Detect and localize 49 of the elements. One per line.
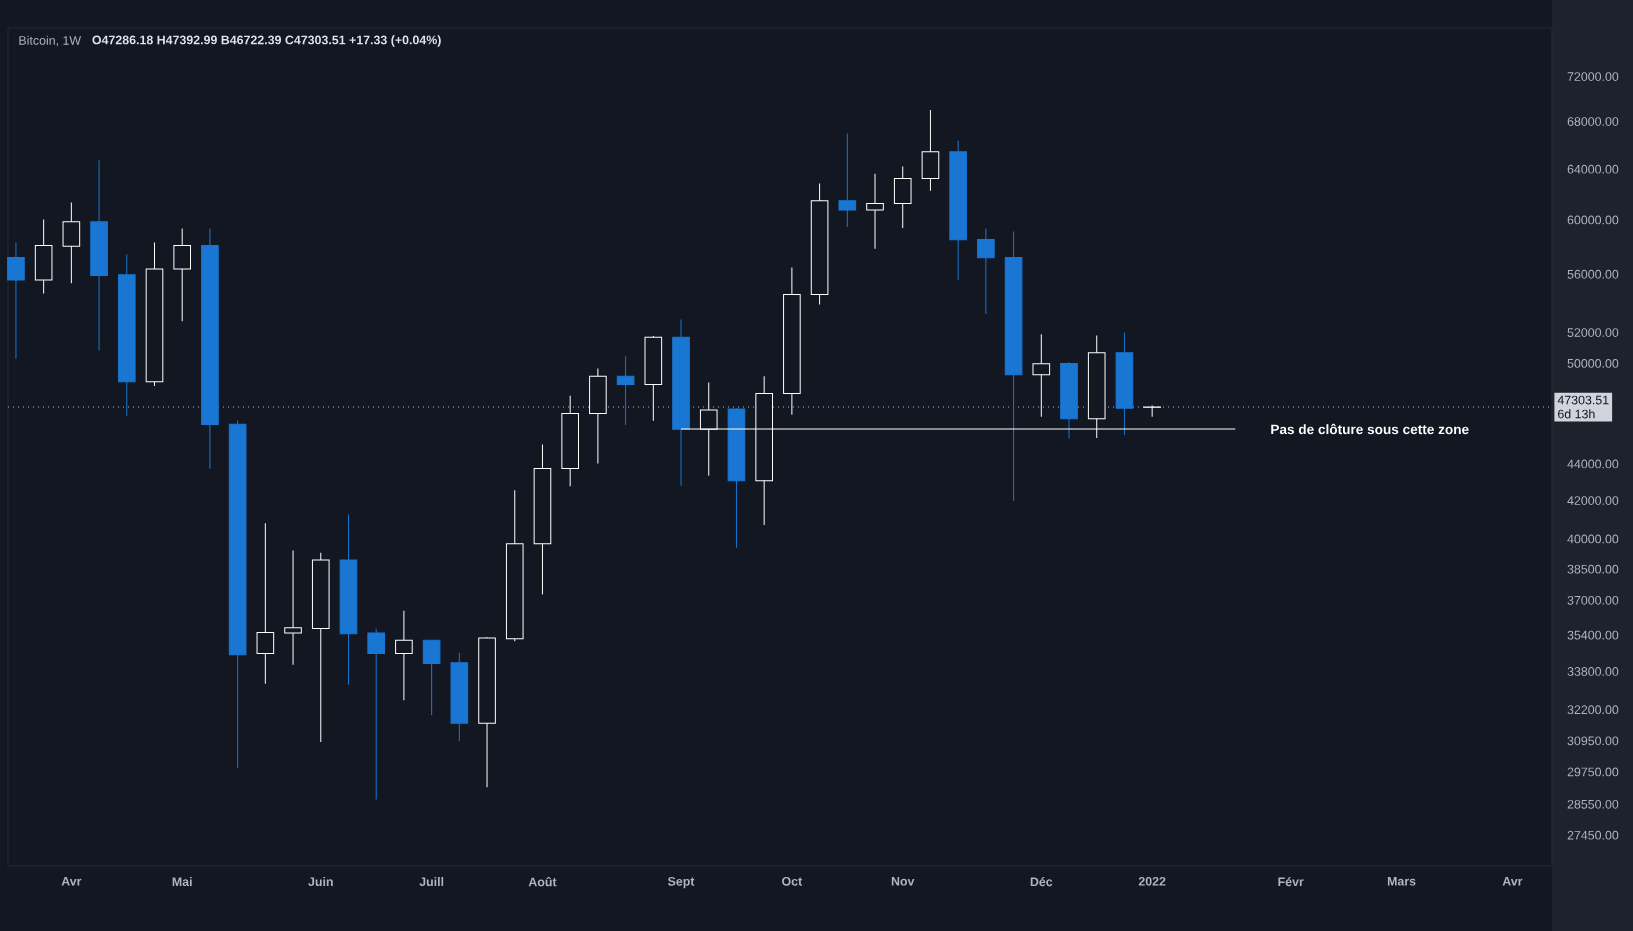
candlestick (284, 550, 302, 666)
y-tick-label: 60000.00 (1567, 215, 1619, 225)
x-tick-label: Mars (1387, 876, 1416, 886)
y-tick-label: 37000.00 (1567, 595, 1619, 605)
x-tick-label: Mai (172, 876, 192, 887)
candlestick (1032, 333, 1051, 418)
y-tick-label: 50000.00 (1567, 359, 1619, 368)
candlestick (173, 228, 192, 322)
x-tick-label: Sept (667, 876, 695, 889)
candlestick (395, 610, 413, 701)
text: O47286.18 H47392.99 B46722.39 C47303.51 +17.33 (+0.04%) (92, 35, 441, 47)
y-tick-label: 64000.00 (1567, 164, 1619, 174)
annotation: Pas de clôture sous cette zone (1271, 423, 1469, 435)
y-tick-label: 29750.00 (1567, 767, 1619, 777)
candlestick (977, 227, 995, 315)
x-tick-label: Avr (1502, 876, 1523, 886)
text: 6d 13h (1558, 409, 1595, 419)
x-tick-label: Nov (891, 876, 915, 886)
candlestick (422, 639, 441, 716)
y-tick-label: 44000.00 (1567, 459, 1619, 469)
x-tick-label: Déc (1030, 876, 1053, 887)
y-tick-label: 56000.00 (1567, 269, 1619, 279)
x-tick-label: Févr (1278, 876, 1304, 887)
candlestick (256, 522, 275, 685)
candlestick (838, 132, 857, 228)
ref-line-label: 47303.51 (1557, 395, 1609, 405)
y-tick-label: 38500.00 (1567, 564, 1619, 574)
x-tick-label: Août (528, 876, 557, 887)
y-tick-label: 27450.00 (1567, 830, 1619, 840)
candlestick (7, 241, 25, 360)
y-tick-label: 32200.00 (1567, 705, 1619, 715)
y-tick-label: 68000.00 (1567, 117, 1619, 126)
y-tick-label: 72000.00 (1567, 72, 1619, 81)
y-tick-label: 35400.00 (1567, 630, 1619, 640)
x-tick-label: Juin (308, 876, 333, 887)
y-tick-label: 52000.00 (1567, 328, 1619, 337)
text: Bitcoin, 1W (19, 35, 82, 47)
x-tick-label: Juill (419, 876, 444, 887)
candlestick (866, 173, 884, 250)
y-tick-label: 30950.00 (1567, 736, 1619, 746)
candlestick (616, 355, 635, 426)
y-tick-label: 40000.00 (1567, 534, 1619, 544)
candlestick (367, 628, 385, 801)
y-tick-label: 28550.00 (1567, 799, 1619, 809)
x-tick-label: Oct (782, 876, 803, 886)
y-tick-label: 33800.00 (1567, 667, 1619, 676)
x-tick-label: Avr (61, 876, 82, 886)
x-tick-label: 2022 (1138, 876, 1166, 886)
y-tick-label: 42000.00 (1567, 496, 1619, 505)
